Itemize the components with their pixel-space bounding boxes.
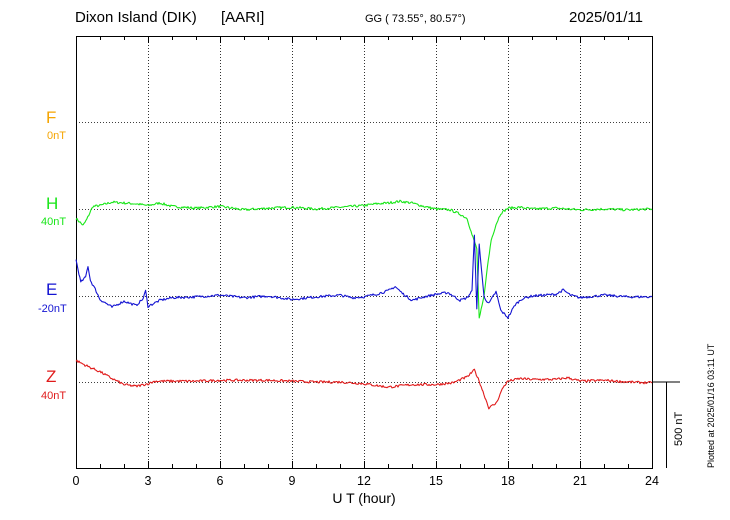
- station-title: Dixon Island (DIK): [75, 9, 197, 26]
- channel-baseline-F: 0nT: [47, 130, 66, 142]
- x-tick-label: 21: [573, 474, 587, 488]
- coordinates-label: GG ( 73.55°, 80.57°): [365, 13, 466, 25]
- channel-baseline-Z: 40nT: [41, 390, 67, 402]
- x-tick-label: 12: [357, 474, 371, 488]
- channel-baseline-H: 40nT: [41, 216, 67, 228]
- x-tick-label: 6: [216, 474, 224, 488]
- x-tick-marks: [76, 36, 653, 468]
- plotted-timestamp: Plotted at 2025/01/16 03:11 UT: [706, 343, 716, 468]
- channel-name-H: H: [46, 194, 59, 213]
- channel-baseline-E: -20nT: [38, 303, 67, 315]
- channel-name-E: E: [46, 280, 58, 299]
- institute-label: [AARI]: [221, 9, 265, 26]
- x-tick-label: 3: [144, 474, 152, 488]
- series-line-H: [75, 199, 653, 319]
- x-tick-label: 15: [429, 474, 443, 488]
- x-tick-label: 9: [288, 474, 296, 488]
- date-label: 2025/01/11: [569, 9, 643, 26]
- channel-name-F: F: [46, 108, 57, 127]
- x-tick-label: 0: [72, 474, 80, 488]
- x-tick-label: 24: [645, 474, 659, 488]
- x-axis-title: U T (hour): [332, 490, 396, 506]
- series-line-Z: [75, 359, 653, 410]
- series-line-E: [75, 234, 653, 319]
- scale-bar: [652, 381, 680, 468]
- channel-name-Z: Z: [46, 367, 57, 386]
- scale-bar-label: 500 nT: [673, 411, 685, 446]
- series-group: [75, 199, 653, 410]
- x-tick-label: 18: [501, 474, 515, 488]
- grid-lines: [76, 36, 652, 468]
